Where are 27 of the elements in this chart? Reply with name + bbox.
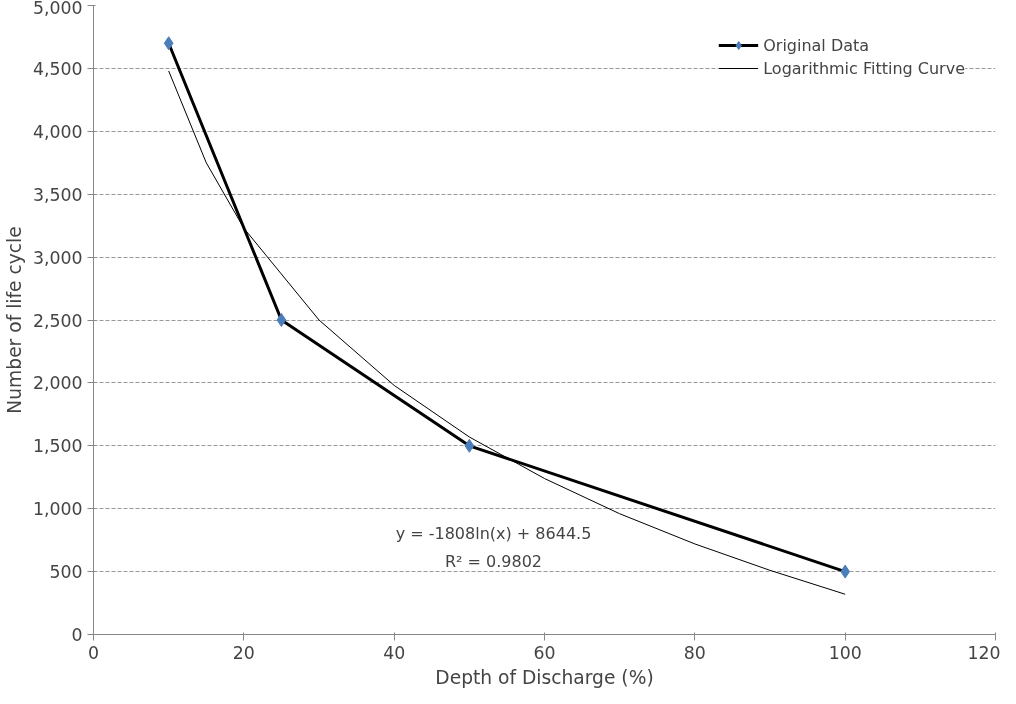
y-tick-label: 2,000	[32, 373, 83, 394]
point	[163, 36, 174, 51]
y-axis-title: Number of life cycle	[3, 226, 25, 414]
y-tick-label: 1,500	[32, 436, 83, 457]
y-tick-label: 5,000	[32, 0, 83, 18]
y-tick-label: 500	[49, 562, 83, 583]
legend-label: Logarithmic Fitting Curve	[763, 58, 965, 78]
y-tick-label: 0	[71, 625, 83, 645]
x-axis-title: Depth of Discharge (%)	[435, 666, 654, 688]
legend-label: Original Data	[763, 35, 870, 55]
x-tick-label: 40	[383, 642, 406, 663]
annotation: R² = 0.9802	[444, 551, 543, 571]
annotation: y = -1808ln(x) + 8644.5	[395, 523, 592, 543]
point	[464, 438, 475, 453]
x-tick-label: 80	[683, 642, 706, 663]
x-tick-label: 100	[828, 642, 862, 663]
x-tick-label: 0	[87, 642, 100, 663]
y-tick-label: 4,500	[32, 58, 83, 79]
point	[276, 313, 287, 327]
y-tick-label: 3,000	[32, 247, 83, 268]
y-tick-label: 2,500	[32, 310, 83, 331]
y-tick-label: 4,000	[32, 121, 83, 142]
x-tick-label: 60	[533, 642, 556, 663]
y-tick-label: 1,000	[32, 499, 83, 520]
x-tick-label: 20	[232, 642, 255, 663]
x-tick-label: 120	[967, 642, 1001, 663]
y-tick-label: 3,500	[32, 184, 83, 205]
